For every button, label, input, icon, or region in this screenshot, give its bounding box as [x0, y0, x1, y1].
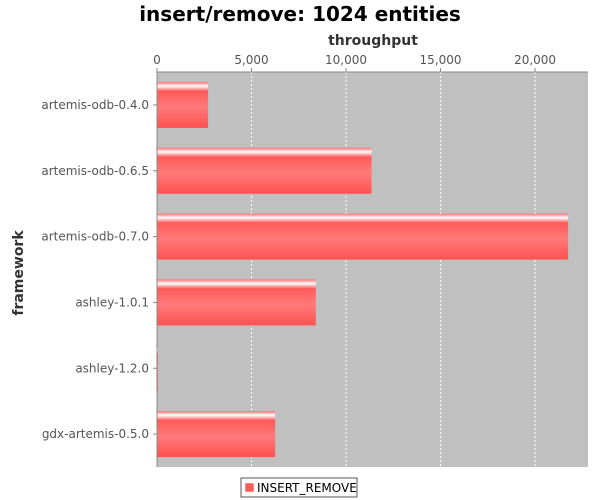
legend-swatch: [244, 482, 255, 493]
x-tick-label: 0: [153, 53, 161, 67]
bar: [157, 411, 276, 458]
y-tick-label: artemis-odb-0.7.0: [41, 230, 149, 244]
legend: INSERT_REMOVE: [240, 477, 358, 498]
y-tick-label: gdx-artemis-0.5.0: [42, 427, 149, 441]
x-tick-label: 5,000: [234, 53, 268, 67]
y-tick-label: artemis-odb-0.4.0: [41, 98, 149, 112]
bars: [157, 81, 569, 458]
bar: [157, 279, 316, 326]
y-tick-label: artemis-odb-0.6.5: [41, 164, 149, 178]
y-axis-ticks: artemis-odb-0.4.0 artemis-odb-0.6.5 artemi…: [41, 98, 157, 441]
x-tick-label: 10,000: [325, 53, 367, 67]
x-axis-label: throughput: [328, 33, 418, 49]
x-tick-label: 20,000: [514, 53, 556, 67]
x-tick-label: 15,000: [420, 53, 462, 67]
gridlines: [251, 72, 536, 467]
chart-title: insert/remove: 1024 entities: [139, 2, 461, 26]
bar: [157, 147, 372, 194]
y-tick-label: ashley-1.2.0: [75, 361, 149, 375]
legend-label: INSERT_REMOVE: [257, 481, 357, 495]
y-axis-label: framework: [11, 230, 27, 316]
x-axis-ticks: 0 5,000 10,000 15,000 20,000: [153, 53, 556, 72]
y-tick-label: ashley-1.0.1: [75, 295, 149, 309]
plot-area: [157, 72, 588, 467]
bar: [157, 81, 209, 128]
legend-box: [240, 477, 358, 498]
bar: [157, 213, 569, 260]
